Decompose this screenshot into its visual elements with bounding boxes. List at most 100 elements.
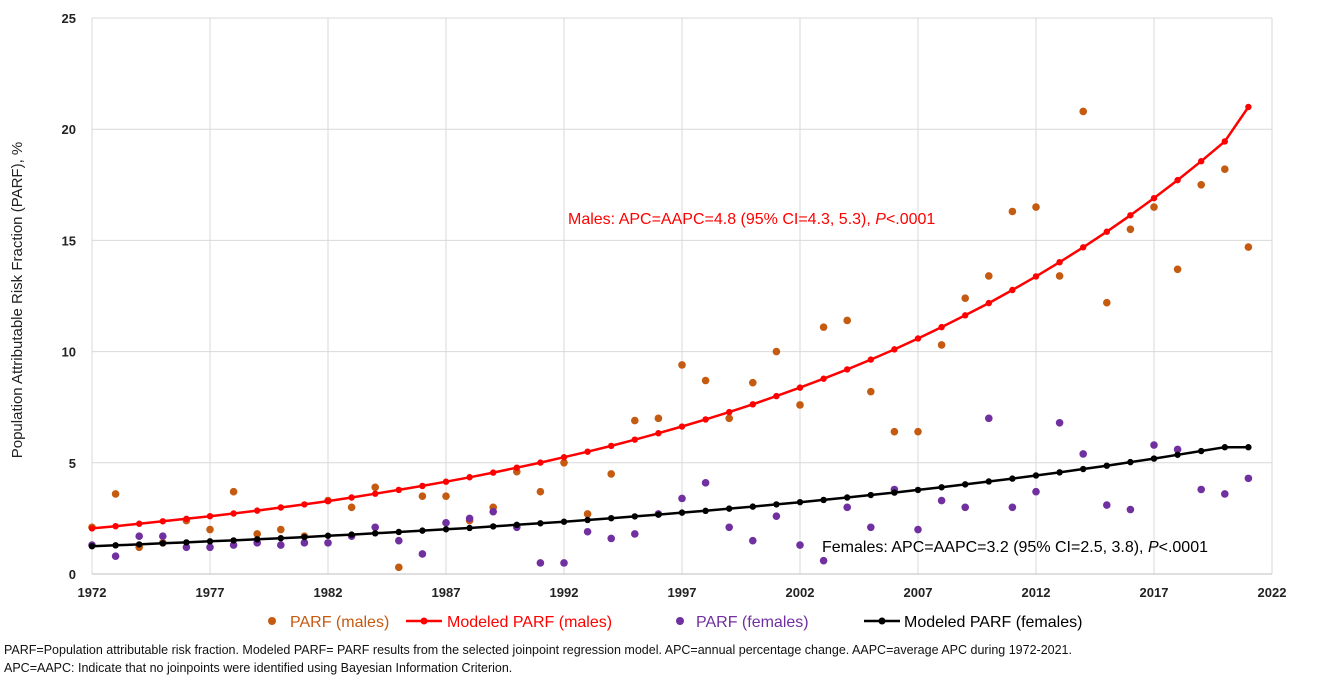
point-modeled-parf-females: [254, 536, 261, 543]
point-parf-males: [206, 525, 214, 534]
point-modeled-parf-females: [395, 528, 402, 536]
point-modeled-parf-females: [88, 543, 96, 550]
point-modeled-parf-males: [1032, 273, 1040, 280]
point-parf-males: [819, 323, 828, 331]
point-modeled-parf-females: [985, 478, 992, 485]
point-parf-females: [111, 552, 120, 561]
y-tick-label: 15: [62, 233, 76, 248]
point-parf-males: [418, 492, 427, 500]
point-parf-females: [867, 523, 875, 532]
legend-item-modeled-males: Modeled PARF (males): [406, 614, 612, 631]
grid-lines: [91, 17, 1273, 575]
legend-item-modeled-females: Modeled PARF (females): [864, 614, 1082, 631]
point-parf-females: [229, 541, 238, 549]
point-parf-males: [1126, 225, 1135, 234]
point-modeled-parf-females: [136, 541, 143, 548]
point-parf-females: [277, 541, 285, 549]
point-modeled-parf-females: [749, 503, 756, 510]
point-parf-males: [772, 347, 781, 356]
point-modeled-parf-females: [796, 498, 804, 506]
point-modeled-parf-females: [962, 481, 969, 488]
point-modeled-parf-females: [301, 533, 308, 541]
point-modeled-parf-males: [702, 416, 709, 423]
point-parf-males: [985, 272, 993, 280]
point-parf-males: [654, 414, 663, 423]
series-line-modeled-parf-females: [91, 445, 1249, 548]
point-parf-males: [1055, 272, 1064, 280]
point-modeled-parf-females: [348, 531, 355, 538]
point-parf-females: [1055, 418, 1064, 427]
x-tick-label: 2017: [1140, 585, 1169, 600]
point-modeled-parf-females: [773, 501, 780, 508]
point-modeled-parf-males: [891, 346, 898, 353]
point-modeled-parf-females: [1080, 465, 1087, 473]
point-modeled-parf-females: [726, 505, 733, 512]
point-modeled-parf-males: [844, 366, 851, 373]
point-parf-females: [1150, 441, 1158, 449]
point-parf-males: [395, 563, 403, 572]
point-modeled-parf-males: [490, 469, 497, 476]
point-modeled-parf-females: [655, 511, 662, 518]
point-modeled-parf-males: [1245, 103, 1252, 111]
point-parf-males: [1150, 203, 1158, 211]
point-modeled-parf-females: [183, 539, 190, 546]
point-modeled-parf-females: [1221, 444, 1229, 451]
point-parf-females: [536, 559, 545, 567]
y-tick-label: 25: [62, 11, 76, 26]
y-tick-label: 0: [69, 567, 76, 582]
point-modeled-parf-females: [820, 496, 827, 504]
point-modeled-parf-males: [773, 392, 780, 400]
point-modeled-parf-females: [1032, 472, 1040, 479]
point-modeled-parf-females: [560, 518, 568, 525]
point-modeled-parf-females: [159, 540, 166, 547]
point-parf-males: [890, 427, 899, 436]
x-tick-label: 2022: [1258, 585, 1287, 600]
point-parf-females: [371, 523, 380, 532]
point-modeled-parf-males: [230, 510, 237, 517]
point-parf-females: [324, 539, 332, 547]
point-parf-females: [1032, 487, 1040, 496]
legend: PARF (males) Modeled PARF (males) PARF (…: [268, 614, 1082, 631]
point-modeled-parf-males: [938, 323, 945, 331]
x-tick-label: 1982: [314, 585, 343, 600]
point-modeled-parf-females: [938, 484, 945, 491]
legend-item-parf-females: PARF (females): [676, 614, 809, 631]
point-parf-females: [395, 536, 403, 545]
point-parf-males: [1079, 107, 1087, 116]
point-modeled-parf-females: [1056, 469, 1063, 476]
point-parf-females: [1103, 501, 1111, 509]
point-modeled-parf-females: [490, 523, 497, 530]
point-parf-females: [914, 525, 922, 534]
point-parf-females: [1197, 485, 1205, 494]
point-modeled-parf-males: [395, 486, 402, 494]
point-modeled-parf-females: [324, 532, 332, 539]
point-parf-females: [678, 494, 686, 503]
x-tick-label: 1987: [432, 585, 461, 600]
point-modeled-parf-females: [1245, 444, 1252, 451]
point-parf-males: [843, 316, 851, 325]
point-modeled-parf-males: [678, 423, 686, 430]
point-modeled-parf-females: [372, 530, 379, 537]
point-modeled-parf-males: [348, 494, 355, 501]
point-parf-males: [442, 492, 450, 500]
point-parf-males: [678, 361, 686, 369]
legend-marker-parf-males: [268, 617, 276, 625]
point-parf-males: [1197, 181, 1205, 189]
point-modeled-parf-males: [1221, 138, 1229, 145]
point-parf-females: [300, 539, 309, 547]
point-modeled-parf-males: [1103, 228, 1111, 235]
point-parf-males: [867, 387, 875, 396]
point-parf-males: [583, 510, 592, 518]
point-parf-females: [961, 503, 969, 512]
point-modeled-parf-males: [608, 442, 615, 450]
point-modeled-parf-females: [891, 489, 898, 496]
legend-marker-modeled-females: [878, 617, 886, 625]
point-modeled-parf-females: [466, 524, 473, 532]
point-parf-males: [914, 427, 922, 436]
point-parf-females: [1008, 503, 1017, 512]
y-axis-label: Population Attributable Risk Fraction (P…: [9, 142, 26, 459]
point-parf-males: [749, 378, 757, 387]
point-parf-males: [1103, 298, 1111, 307]
females-annotation: Females: APC=AAPC=3.2 (95% CI=2.5, 3.8),…: [822, 539, 1208, 556]
point-parf-females: [772, 512, 781, 520]
